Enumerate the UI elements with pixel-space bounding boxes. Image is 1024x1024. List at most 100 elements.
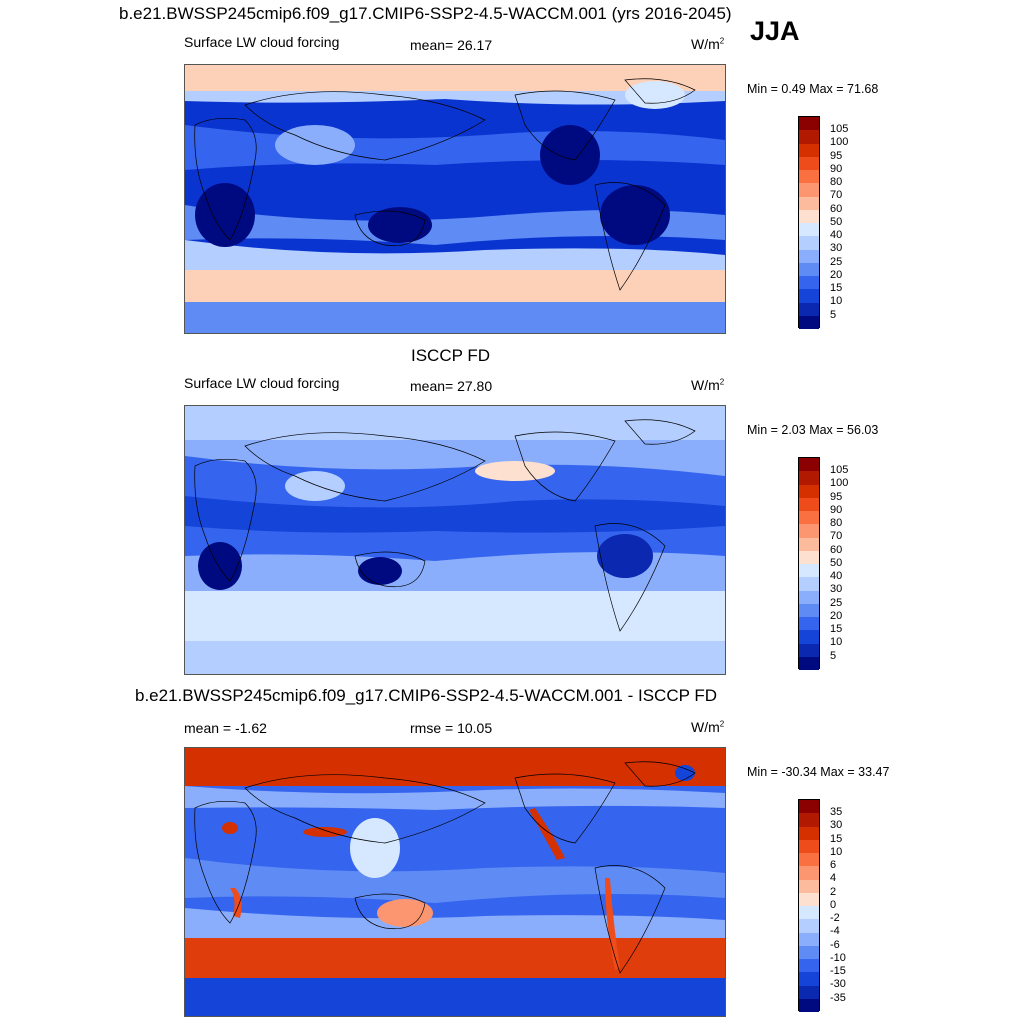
panel-1-colorbar-bin [799, 170, 819, 184]
panel-2-map [184, 405, 726, 675]
panel-1-colorbar-bin [799, 315, 819, 329]
panel-2-colorbar-bin [799, 590, 819, 604]
panel-1-colorbar-label: 25 [830, 256, 843, 268]
panel-1-colorbar-label: 70 [830, 189, 843, 201]
panel-2-colorbar-bin [799, 656, 819, 670]
panel-2-colorbar-bin [799, 511, 819, 525]
panel-2-colorbar-label: 5 [830, 650, 837, 662]
panel-3-colorbar-label: 30 [830, 819, 843, 831]
panel-1-colorbar-bin [799, 249, 819, 263]
panel-2-colorbar-label: 100 [830, 477, 849, 489]
panel-1-colorbar-label: 80 [830, 176, 843, 188]
panel-3-colorbar-label: 15 [830, 833, 843, 845]
panel-1-colorbar-label: 105 [830, 123, 849, 135]
panel-2-minmax: Min = 2.03 Max = 56.03 [747, 423, 879, 437]
panel-2-colorbar-label: 10 [830, 636, 843, 648]
panel-2-colorbar-bin [799, 458, 819, 472]
panel-2-colorbar-bin [799, 603, 819, 617]
panel-2-colorbar-bin [799, 577, 819, 591]
panel-2-colorbar-label: 30 [830, 583, 843, 595]
panel-3-colorbar-bin [799, 866, 819, 880]
panel-3-colorbar-bin [799, 919, 819, 933]
panel-1-colorbar [798, 116, 820, 329]
panel-1-colorbar-label: 15 [830, 282, 843, 294]
panel-3-colorbar-bin [799, 879, 819, 893]
panel-2-colorbar-label: 40 [830, 570, 843, 582]
panel-2-colorbar-bin [799, 630, 819, 644]
panel-1-colorbar-label: 95 [830, 150, 843, 162]
panel-1-colorbar-label: 20 [830, 269, 843, 281]
panel-1-colorbar-bin [799, 302, 819, 316]
panel-3-rmse-label: rmse = 10.05 [410, 720, 493, 736]
panel-1-map [184, 64, 726, 334]
panel-1-colorbar-bin [799, 209, 819, 223]
panel-1-variable-label: Surface LW cloud forcing [184, 34, 340, 50]
panel-3-map-svg [185, 748, 725, 1016]
panel-2-colorbar-label: 90 [830, 504, 843, 516]
panel-3-colorbar-label: -2 [830, 912, 840, 924]
panel-3-colorbar-bin [799, 959, 819, 973]
panel-1-colorbar-label: 40 [830, 229, 843, 241]
panel-1-colorbar-bin [799, 262, 819, 276]
panel-1-colorbar-bin [799, 156, 819, 170]
panel-1-mean-label: mean= 26.17 [410, 37, 493, 53]
panel-1-colorbar-bin [799, 183, 819, 197]
panel-2-colorbar-bin [799, 484, 819, 498]
panel-2-colorbar-bin [799, 537, 819, 551]
panel-2-title: ISCCP FD [411, 346, 491, 365]
panel-2-colorbar-label: 70 [830, 530, 843, 542]
panel-2-colorbar-bin [799, 564, 819, 578]
panel-1-units: W/m2 [691, 36, 725, 52]
panel-1-colorbar-bin [799, 276, 819, 290]
panel-3-map [184, 747, 726, 1017]
panel-2-colorbar-bin [799, 471, 819, 485]
panel-3-colorbar-label: -6 [830, 939, 840, 951]
panel-2-colorbar-label: 105 [830, 464, 849, 476]
panel-3-colorbar-bin [799, 826, 819, 840]
panel-1-colorbar-label: 90 [830, 163, 843, 175]
panel-2-colorbar-bin [799, 524, 819, 538]
panel-2-variable-label: Surface LW cloud forcing [184, 375, 340, 391]
panel-1-colorbar-label: 30 [830, 242, 843, 254]
panel-2-colorbar-bin [799, 617, 819, 631]
panel-1-colorbar-bin [799, 236, 819, 250]
panel-2-colorbar-label: 95 [830, 491, 843, 503]
panel-1-colorbar-label: 100 [830, 136, 849, 148]
panel-3-colorbar-bin [799, 906, 819, 920]
panel-3-colorbar-bin [799, 800, 819, 814]
panel-2-colorbar [798, 457, 820, 670]
panel-3-colorbar-bin [799, 853, 819, 867]
panel-1-colorbar-label: 50 [830, 216, 843, 228]
panel-3-colorbar-bin [799, 892, 819, 906]
panel-3-mean-label: mean = -1.62 [184, 720, 267, 736]
panel-3-colorbar-label: -30 [830, 978, 846, 990]
panel-3-colorbar-label: -4 [830, 925, 840, 937]
panel-1-colorbar-bin [799, 143, 819, 157]
panel-1-minmax: Min = 0.49 Max = 71.68 [747, 82, 879, 96]
panel-3-colorbar-label: 2 [830, 886, 837, 898]
panel-3-colorbar-label: 10 [830, 846, 843, 858]
panel-1-colorbar-bin [799, 289, 819, 303]
panel-3-minmax: Min = -30.34 Max = 33.47 [747, 765, 890, 779]
panel-1-colorbar-bin [799, 223, 819, 237]
panel-3-colorbar [798, 799, 820, 1012]
panel-2-colorbar-label: 25 [830, 597, 843, 609]
panel-1-colorbar-bin [799, 130, 819, 144]
panel-3-colorbar-label: 6 [830, 859, 837, 871]
panel-3-colorbar-bin [799, 932, 819, 946]
panel-2-colorbar-label: 50 [830, 557, 843, 569]
panel-3-colorbar-bin [799, 998, 819, 1012]
panel-3-colorbar-label: -15 [830, 965, 846, 977]
panel-1-colorbar-label: 60 [830, 203, 843, 215]
panel-3-title: b.e21.BWSSP245cmip6.f09_g17.CMIP6-SSP2-4… [135, 686, 718, 705]
panel-3-colorbar-bin [799, 813, 819, 827]
panel-2-colorbar-label: 15 [830, 623, 843, 635]
panel-1-colorbar-bin [799, 117, 819, 131]
panel-1-colorbar-label: 5 [830, 309, 837, 321]
panel-2-mean-label: mean= 27.80 [410, 378, 493, 394]
panel-3-colorbar-label: -10 [830, 952, 846, 964]
panel-2-colorbar-label: 20 [830, 610, 843, 622]
panel-1-title: b.e21.BWSSP245cmip6.f09_g17.CMIP6-SSP2-4… [119, 4, 732, 23]
panel-3-units: W/m2 [691, 719, 725, 735]
panel-1-map-svg [185, 65, 725, 333]
